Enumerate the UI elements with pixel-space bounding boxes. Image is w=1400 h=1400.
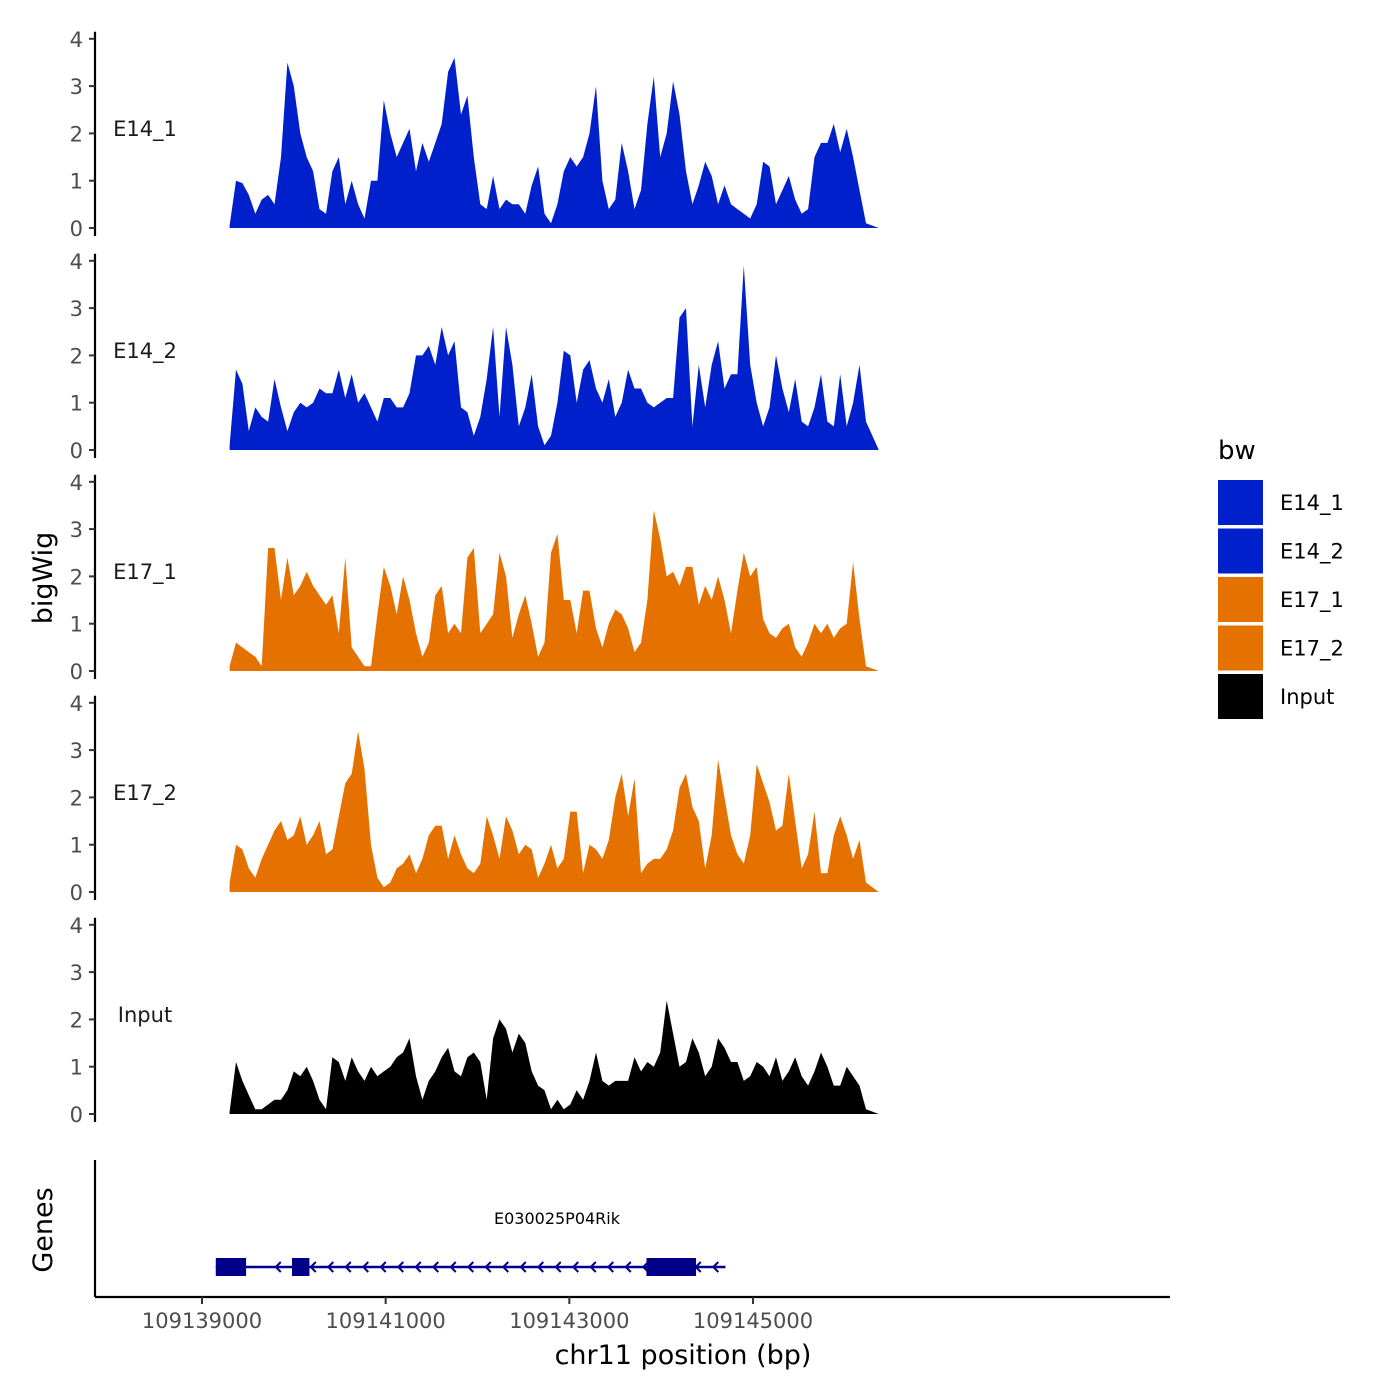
y-tick-label: 3 xyxy=(70,739,83,763)
x-tick-label: 109145000 xyxy=(693,1309,813,1333)
strand-arrow xyxy=(606,1261,614,1273)
y-tick-label: 3 xyxy=(70,518,83,542)
track-label: E17_2 xyxy=(113,781,177,806)
strand-arrow xyxy=(484,1261,492,1273)
gene-exon xyxy=(646,1258,697,1276)
track-label: E17_1 xyxy=(113,560,177,585)
y-tick-label: 0 xyxy=(70,881,83,905)
y-tick-label: 2 xyxy=(70,565,83,589)
y-tick-label: 1 xyxy=(70,392,83,416)
area-E14_2 xyxy=(229,265,879,450)
strand-arrow xyxy=(326,1261,334,1273)
legend-swatch xyxy=(1218,528,1263,574)
strand-arrow xyxy=(571,1261,579,1273)
legend-label: E14_1 xyxy=(1280,491,1344,516)
signal-tracks: 0 1 2 3 4 E14_1 0 1 2 3 4 E14_2 0 1 2 3 4 E17_1 0 1 2 3 4 E17_2… xyxy=(70,28,879,1127)
strand-arrow xyxy=(414,1261,422,1273)
strand-arrow xyxy=(711,1261,719,1273)
legend-swatch xyxy=(1218,674,1263,719)
y-tick-label: 4 xyxy=(70,914,83,938)
y-tick-label: 3 xyxy=(70,961,83,985)
strand-arrow xyxy=(466,1261,474,1273)
legend-item-E14_2: E14_2 xyxy=(1218,528,1344,574)
y-tick-label: 1 xyxy=(70,613,83,637)
y-tick-label: 2 xyxy=(70,786,83,810)
legend: bw E14_1 E14_2 E17_1 E17_2 Input xyxy=(1218,436,1344,719)
track-label: E14_1 xyxy=(113,117,177,142)
area-E17_1 xyxy=(229,510,879,671)
legend-item-E17_2: E17_2 xyxy=(1218,625,1344,671)
area-Input xyxy=(229,1000,879,1114)
legend-swatch xyxy=(1218,480,1263,525)
strand-arrow xyxy=(554,1261,562,1273)
legend-label: Input xyxy=(1280,685,1334,709)
strand-arrow xyxy=(431,1261,439,1273)
y-tick-label: 0 xyxy=(70,1103,83,1127)
y-axis-title: bigWig xyxy=(28,532,59,625)
legend-item-Input: Input xyxy=(1218,674,1334,719)
strand-arrow xyxy=(624,1261,632,1273)
x-tick-label: 109143000 xyxy=(509,1309,629,1333)
x-axis: 109139000 109141000 109143000 109145000 xyxy=(95,1295,1170,1333)
x-axis-title: chr11 position (bp) xyxy=(555,1340,812,1371)
strand-arrow xyxy=(274,1261,282,1273)
y-tick-label: 4 xyxy=(70,250,83,274)
area-E17_2 xyxy=(229,731,879,892)
strand-arrow xyxy=(396,1261,404,1273)
y-tick-label: 0 xyxy=(70,439,83,463)
legend-label: E14_2 xyxy=(1280,540,1344,565)
area-E14_1 xyxy=(229,57,879,229)
legend-label: E17_1 xyxy=(1280,588,1344,613)
gene-name-label: E030025P04Rik xyxy=(494,1209,621,1228)
strand-arrow xyxy=(449,1261,457,1273)
y-tick-label: 3 xyxy=(70,297,83,321)
y-tick-label: 1 xyxy=(70,170,83,194)
y-tick-label: 0 xyxy=(70,217,83,241)
y-tick-label: 2 xyxy=(70,344,83,368)
strand-arrow xyxy=(501,1261,509,1273)
y-tick-label: 3 xyxy=(70,75,83,99)
y-tick-label: 4 xyxy=(70,28,83,52)
strand-arrow xyxy=(379,1261,387,1273)
gene-exon xyxy=(215,1258,247,1276)
x-tick-label: 109139000 xyxy=(142,1309,262,1333)
track-E17_2: 0 1 2 3 4 E17_2 xyxy=(70,692,879,905)
track-E14_2: 0 1 2 3 4 E14_2 xyxy=(70,250,879,463)
track-E17_1: 0 1 2 3 4 E17_1 xyxy=(70,471,879,684)
strand-arrow xyxy=(589,1261,597,1273)
strand-arrow xyxy=(536,1261,544,1273)
track-label: Input xyxy=(118,1003,172,1027)
strand-arrow xyxy=(519,1261,527,1273)
strand-arrow xyxy=(361,1261,369,1273)
legend-item-E14_1: E14_1 xyxy=(1218,480,1344,525)
x-tick-label: 109141000 xyxy=(326,1309,446,1333)
legend-swatch xyxy=(1218,625,1263,671)
y-tick-label: 0 xyxy=(70,660,83,684)
gene-exon xyxy=(291,1258,310,1276)
y-tick-label: 4 xyxy=(70,692,83,716)
legend-title: bw xyxy=(1218,436,1256,466)
track-Input: 0 1 2 3 4 Input xyxy=(70,914,879,1127)
y-tick-label: 1 xyxy=(70,1056,83,1080)
y-tick-label: 1 xyxy=(70,834,83,858)
genes-axis-title: Genes xyxy=(28,1187,59,1272)
y-tick-label: 2 xyxy=(70,122,83,146)
legend-swatch xyxy=(1218,577,1263,622)
gene-track: E030025P04Rik xyxy=(93,1160,726,1297)
legend-label: E17_2 xyxy=(1280,637,1344,662)
track-label: E14_2 xyxy=(113,339,177,364)
y-tick-label: 4 xyxy=(70,471,83,495)
legend-item-E17_1: E17_1 xyxy=(1218,577,1344,622)
strand-arrow xyxy=(344,1261,352,1273)
track-E14_1: 0 1 2 3 4 E14_1 xyxy=(70,28,879,241)
strand-arrow xyxy=(309,1261,317,1273)
y-tick-label: 2 xyxy=(70,1008,83,1032)
